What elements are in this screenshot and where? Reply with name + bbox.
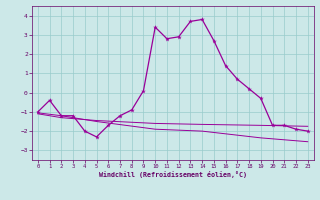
X-axis label: Windchill (Refroidissement éolien,°C): Windchill (Refroidissement éolien,°C) <box>99 171 247 178</box>
